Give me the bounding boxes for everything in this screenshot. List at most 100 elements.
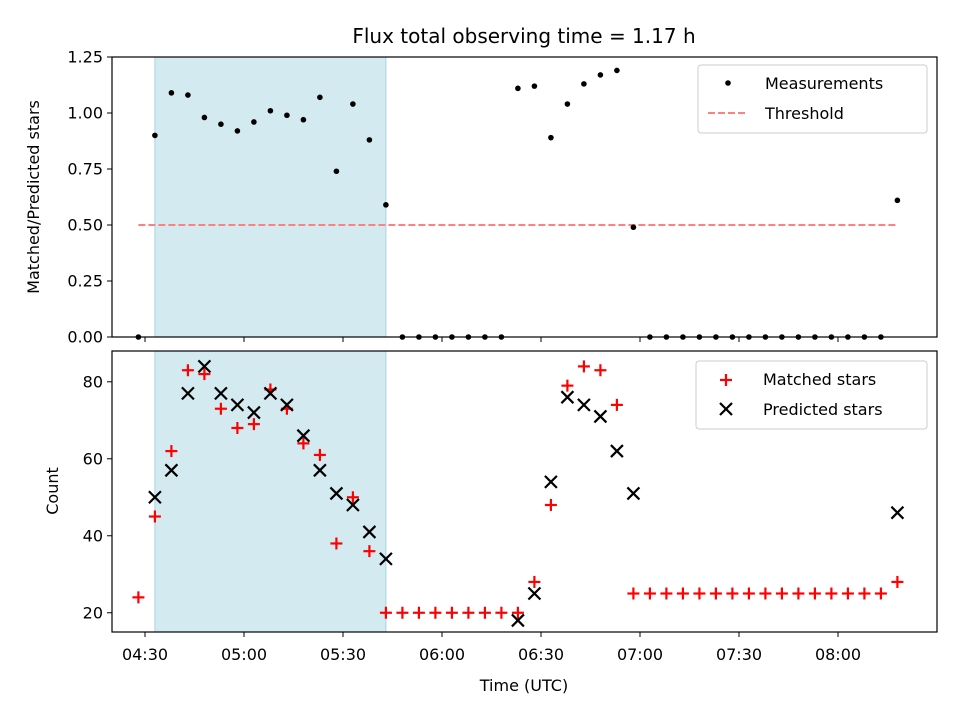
matched-star-17 — [412, 606, 425, 619]
predicted-star-0-b — [148, 490, 162, 505]
measurement-point-6 — [234, 128, 241, 134]
measurement-point-46 — [894, 197, 901, 204]
predicted-star-23-b — [890, 505, 905, 520]
predicted-star-10 — [313, 463, 327, 478]
bottom-xtick-label-1: 05:00 — [221, 645, 267, 664]
top-legend: Measurements Threshold — [697, 64, 928, 134]
measurement-point-5 — [218, 121, 224, 127]
matched-star-12 — [330, 537, 343, 550]
predicted-star-15 — [511, 613, 525, 628]
top-ylabel: Matched/Predicted stars — [24, 100, 43, 294]
predicted-star-7 — [263, 386, 278, 401]
bottom-legend-box — [695, 360, 928, 430]
bottom-legend: Matched stars Predicted stars — [695, 360, 928, 430]
matched-star-3 — [181, 364, 194, 377]
predicted-star-9-b — [296, 428, 311, 443]
matched-star-24 — [528, 575, 541, 588]
top-ytick-label-3: 0.75 — [67, 160, 103, 179]
measurement-point-4 — [201, 114, 208, 121]
top-panel-frame — [111, 56, 938, 338]
bottom-xtick-label-4: 06:30 — [518, 645, 564, 664]
predicted-star-19-b — [577, 398, 591, 412]
predicted-star-13 — [362, 525, 377, 539]
predicted-star-0 — [148, 490, 162, 505]
predicted-star-17-b — [544, 475, 558, 489]
bottom-xtick-label-7: 08:00 — [815, 645, 861, 664]
matched-star-38 — [759, 587, 772, 600]
matched-star-30 — [627, 587, 640, 600]
matched-star-25 — [544, 498, 557, 511]
predicted-star-4 — [214, 386, 228, 401]
legend-label-predicted-stars: Predicted stars — [763, 400, 883, 419]
top-ytick-label-5: 1.25 — [67, 48, 103, 67]
predicted-star-3 — [197, 359, 212, 374]
measurement-point-27 — [581, 81, 587, 87]
bottom-ytick-label-1: 40 — [83, 526, 103, 545]
matched-star-40 — [792, 587, 805, 600]
matched-star-41 — [808, 587, 821, 600]
bottom-xtick-label-3: 06:00 — [419, 645, 465, 664]
predicted-star-6-b — [247, 405, 261, 420]
measurement-point-26 — [564, 101, 571, 107]
matched-star-4 — [198, 368, 211, 381]
matched-star-19 — [445, 606, 458, 619]
measurement-point-3 — [185, 92, 191, 98]
bottom-ylabel: Count — [43, 467, 62, 515]
matched-star-44 — [858, 587, 871, 600]
predicted-star-23 — [890, 505, 905, 520]
predicted-star-15-b — [511, 613, 525, 628]
predicted-star-8-b — [280, 398, 294, 412]
predicted-star-8 — [280, 398, 294, 412]
matched-star-27 — [577, 360, 590, 373]
bottom-ytick-label-3: 80 — [83, 372, 103, 391]
predicted-star-12-b — [346, 498, 360, 512]
matched-star-23 — [511, 606, 524, 619]
bottom-panel-frame — [111, 350, 938, 633]
matched-star-36 — [726, 587, 739, 600]
top-legend-box — [697, 64, 928, 134]
matched-star-34 — [693, 587, 706, 600]
matched-star-46 — [891, 575, 904, 588]
matched-star-42 — [825, 587, 838, 600]
matched-star-35 — [709, 587, 722, 600]
matched-star-33 — [676, 587, 689, 600]
predicted-star-20-b — [593, 409, 608, 424]
matched-star-26 — [561, 379, 574, 392]
predicted-star-18-b — [560, 390, 575, 404]
matched-star-16 — [396, 606, 409, 619]
bottom-panel: 20 40 60 80 04:30 05:00 05:30 06:00 06:30 07:00 0… — [43, 350, 938, 695]
matched-star-28 — [594, 364, 607, 377]
predicted-star-17 — [544, 475, 558, 489]
measurement-point-9 — [284, 112, 290, 119]
legend-marker-measurements — [725, 80, 731, 86]
predicted-star-22 — [626, 486, 641, 501]
predicted-star-9 — [296, 428, 311, 443]
matched-star-10 — [297, 437, 310, 450]
predicted-star-1-b — [164, 463, 179, 478]
measurement-point-28 — [597, 72, 604, 78]
matched-star-5 — [214, 402, 227, 415]
measurement-point-10 — [300, 116, 307, 123]
predicted-star-14-b — [379, 552, 393, 566]
predicted-star-16 — [527, 586, 542, 601]
predicted-star-10-b — [313, 463, 327, 478]
predicted-star-2-b — [181, 386, 195, 401]
matched-star-45 — [874, 587, 887, 600]
matched-star-15 — [379, 606, 392, 619]
bottom-xtick-label-2: 05:30 — [320, 645, 366, 664]
matched-star-2 — [165, 445, 178, 458]
predicted-star-18 — [560, 390, 575, 404]
predicted-star-22-b — [626, 486, 641, 501]
matched-star-18 — [429, 606, 442, 619]
measurement-point-23 — [515, 85, 521, 92]
top-panel-highlight-span — [154, 56, 387, 338]
predicted-star-4-b — [214, 386, 228, 401]
legend-label-threshold: Threshold — [764, 104, 844, 123]
matched-star-7 — [247, 418, 260, 431]
matched-star-29 — [610, 398, 623, 411]
predicted-star-6 — [247, 405, 261, 420]
measurement-point-29 — [614, 67, 620, 74]
predicted-star-16-b — [527, 586, 542, 601]
measurement-point-11 — [317, 94, 323, 101]
